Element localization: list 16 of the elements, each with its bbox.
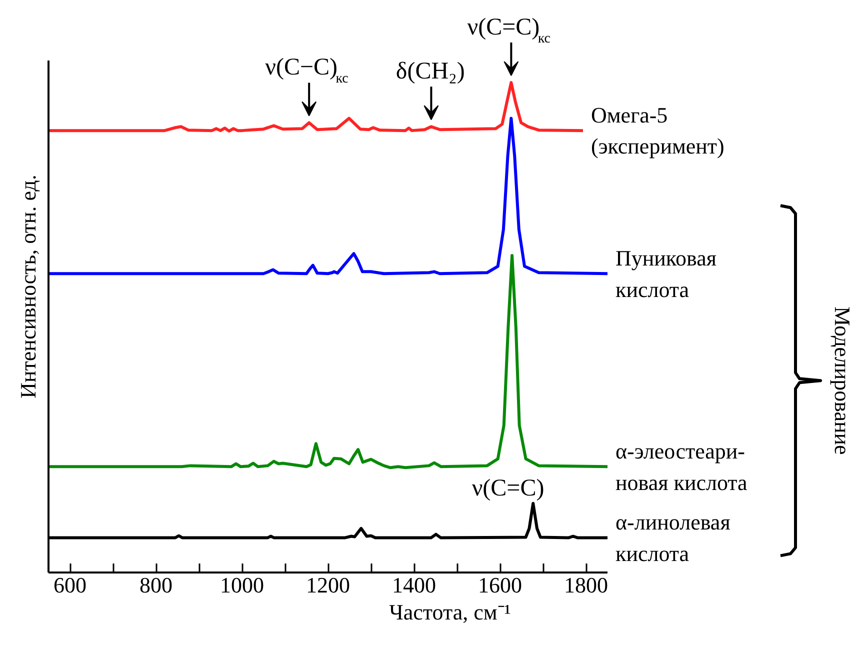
- x-tick-label: 1800: [564, 572, 608, 598]
- x-tick-label: 1200: [306, 572, 350, 598]
- x-tick-label: 1000: [220, 572, 264, 598]
- x-tick-label: 1600: [478, 572, 522, 598]
- text: Моделирование: [830, 306, 851, 455]
- series-label: Омега-5 (эксперимент): [590, 102, 724, 159]
- series-label: α-линолевая кислота: [616, 510, 730, 566]
- x-tick-label: 800: [140, 572, 172, 598]
- x-tick-label: 1400: [392, 572, 436, 598]
- y-axis-title: Интенсивность, отн. ед.: [16, 174, 40, 398]
- annotation: ν(C=C): [472, 475, 544, 502]
- series-label: α-элеостеари- новая кислота: [616, 438, 748, 495]
- series-label: Пуниковая кислота: [616, 246, 716, 302]
- x-axis-title: Частота, см⁻¹: [389, 600, 511, 624]
- x-tick-label: 600: [54, 572, 86, 598]
- annotation: δ(CH₂): [396, 58, 465, 85]
